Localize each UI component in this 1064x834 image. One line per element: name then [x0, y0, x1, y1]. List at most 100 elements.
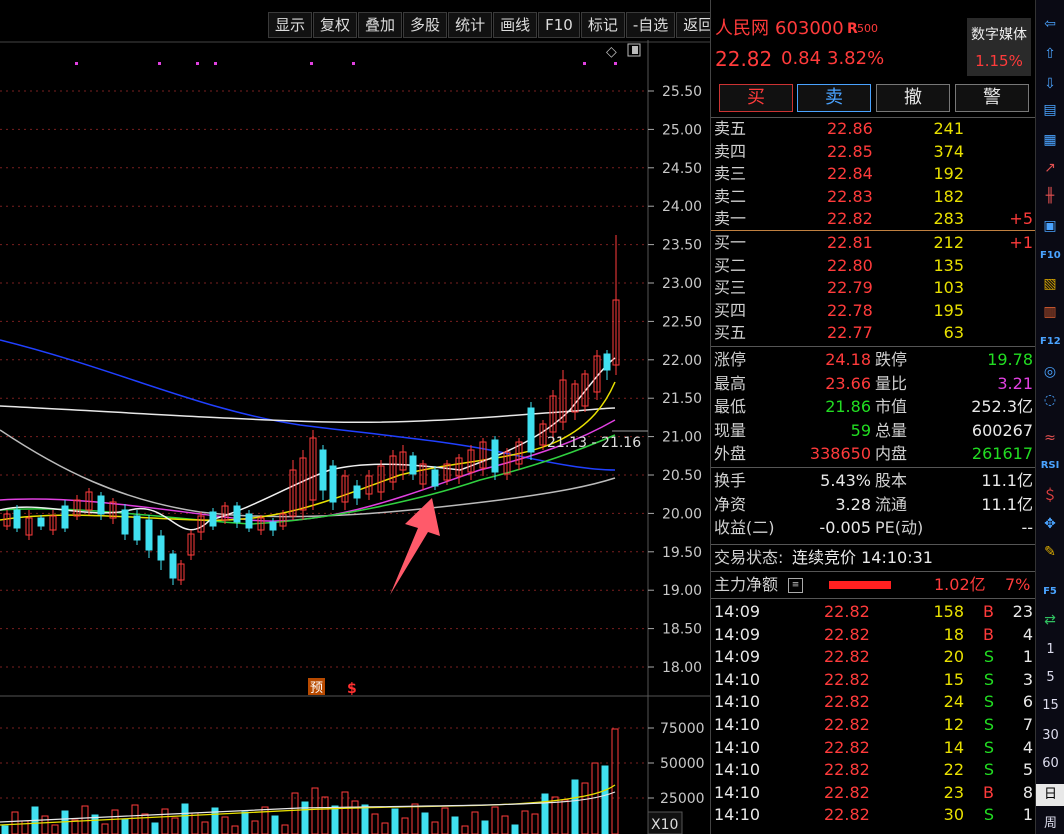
cancel-order-button[interactable]: 撤: [876, 84, 950, 112]
toolbar-stats-button[interactable]: 统计: [448, 12, 493, 38]
f12-icon[interactable]: F12: [1040, 336, 1061, 347]
stat-label: 最低: [714, 397, 747, 416]
candle-body: [109, 501, 117, 519]
volume-tick-label: 25000: [660, 791, 705, 807]
period-week[interactable]: 周: [1043, 816, 1057, 831]
toolbar-watchlist-button[interactable]: -自选: [625, 12, 676, 38]
volume-bars: [0, 728, 619, 834]
candle-body: [37, 517, 45, 527]
wave-icon[interactable]: ≈: [1044, 430, 1056, 446]
kline-icon[interactable]: ╫: [1045, 188, 1055, 204]
toolbar-display-button[interactable]: 显示: [268, 12, 313, 38]
toolbar-multistock-button[interactable]: 多股: [403, 12, 448, 38]
candle-body: [549, 395, 557, 433]
rsi-icon[interactable]: RSI: [1040, 460, 1060, 471]
swap-icon[interactable]: ⇄: [1044, 612, 1056, 628]
candle-body: [377, 465, 385, 493]
volume-bar: [411, 803, 419, 834]
timeshare-icon[interactable]: ↗: [1044, 160, 1056, 176]
trade-status-row: 交易状态: 连续竞价 14:10:31: [711, 547, 1036, 569]
window-icon[interactable]: [627, 43, 641, 57]
bid-row: 买三 22.79 103: [711, 277, 1036, 299]
toolbar-mark-button[interactable]: 标记: [580, 12, 625, 38]
volume-bar: [171, 817, 179, 834]
tick-volume: 15: [943, 669, 964, 689]
arrow-down-icon[interactable]: ⇩: [1044, 76, 1056, 92]
period-60min[interactable]: 60: [1042, 756, 1059, 771]
ask-price: 22.86: [827, 119, 873, 138]
main-flow-pct: 7%: [1005, 575, 1031, 594]
volume-bar: [551, 796, 559, 834]
sector-box[interactable]: 数字媒体 1.15%: [967, 18, 1031, 76]
book-icon[interactable]: ▥: [1043, 304, 1057, 320]
sell-button[interactable]: 卖: [797, 84, 871, 112]
stat-row: 最低 21.86 市值 252.3亿: [711, 396, 1036, 418]
report-icon[interactable]: ▧: [1043, 276, 1057, 292]
forecast-marker[interactable]: [308, 678, 325, 695]
buy-button[interactable]: 买: [719, 84, 793, 112]
main-flow-label: 主力净额: [714, 575, 779, 594]
trade-status-value: 连续竞价 14:10:31: [792, 548, 933, 567]
toolbar-f10-button[interactable]: F10: [538, 12, 580, 38]
volume-bar: [311, 787, 319, 834]
refresh-icon[interactable]: ◌: [1043, 392, 1057, 408]
grid-view-icon[interactable]: ▦: [1043, 132, 1057, 148]
price-tick-label: 25.50: [662, 84, 702, 100]
signal-dot: [214, 62, 217, 65]
bid-row: 买一 22.81 212 +1: [711, 232, 1036, 254]
last-price: 22.82: [715, 47, 773, 71]
toolbar-adjust-button[interactable]: 复权: [313, 12, 358, 38]
arrow-left-icon[interactable]: ⇦: [1044, 16, 1056, 32]
price-tick-label: 20.00: [662, 506, 702, 522]
price-tick-label: 25.00: [662, 122, 702, 138]
candle-body: [365, 475, 373, 495]
volume-bar: [161, 808, 169, 834]
toolbar-overlay-button[interactable]: 叠加: [358, 12, 403, 38]
stat-value: 24.18: [825, 350, 871, 369]
speed-icon[interactable]: ◎: [1043, 364, 1057, 380]
kline-chart[interactable]: ◇ 25.50 25.00 24.50 24.00 23.50 23.00 22.50 22.…: [0, 40, 710, 834]
volume-bar: [561, 799, 569, 834]
volume-bar: [491, 806, 499, 834]
price-grid: [0, 90, 654, 668]
candle-body: [145, 519, 153, 551]
period-15min[interactable]: 15: [1042, 698, 1059, 713]
candle-body: [539, 423, 547, 446]
money-icon[interactable]: ＄: [1043, 488, 1057, 504]
tick-time: 14:10: [714, 805, 761, 825]
stack-icon[interactable]: ▣: [1043, 218, 1057, 234]
volume-bar: [451, 816, 459, 834]
bid-volume: 195: [933, 300, 964, 320]
period-30min[interactable]: 30: [1042, 728, 1059, 743]
volume-bar: [441, 807, 449, 834]
f5-icon[interactable]: F5: [1043, 586, 1057, 597]
period-1min[interactable]: 1: [1046, 642, 1055, 657]
chart-toolbar: 显示 复权 叠加 多股 统计 画线 F10 标记 -自选 返回: [268, 12, 721, 38]
price-tick-label: 19.00: [662, 583, 702, 599]
volume-bar: [291, 792, 299, 834]
alert-button[interactable]: 警: [955, 84, 1029, 112]
candle-body: [399, 451, 407, 471]
pencil-icon[interactable]: ✎: [1044, 544, 1056, 560]
list-view-icon[interactable]: ▤: [1043, 102, 1057, 118]
price-tick-label: 23.00: [662, 276, 702, 292]
dollar-marker[interactable]: $: [347, 681, 357, 697]
tick-side: S: [983, 715, 994, 734]
candle-body: [3, 513, 11, 527]
f10-icon[interactable]: F10: [1040, 250, 1061, 261]
bid-label: 买四: [714, 300, 747, 320]
volume-bar: [401, 817, 409, 834]
volume-unit-box[interactable]: [647, 811, 683, 834]
tick-price: 22.82: [824, 669, 870, 689]
arrow-up-icon[interactable]: ⇧: [1044, 46, 1056, 62]
diamond-icon[interactable]: ◇: [606, 44, 617, 60]
stat-label: 净资: [714, 494, 747, 514]
toolbar-draw-button[interactable]: 画线: [493, 12, 538, 38]
period-5min[interactable]: 5: [1046, 670, 1055, 685]
move-icon[interactable]: ✥: [1044, 516, 1056, 532]
tick-price: 22.82: [824, 715, 870, 734]
ask-price: 22.82: [827, 209, 873, 228]
period-day[interactable]: 日: [1036, 784, 1064, 806]
candle-body: [245, 513, 253, 529]
list-icon[interactable]: ≡: [788, 578, 803, 593]
